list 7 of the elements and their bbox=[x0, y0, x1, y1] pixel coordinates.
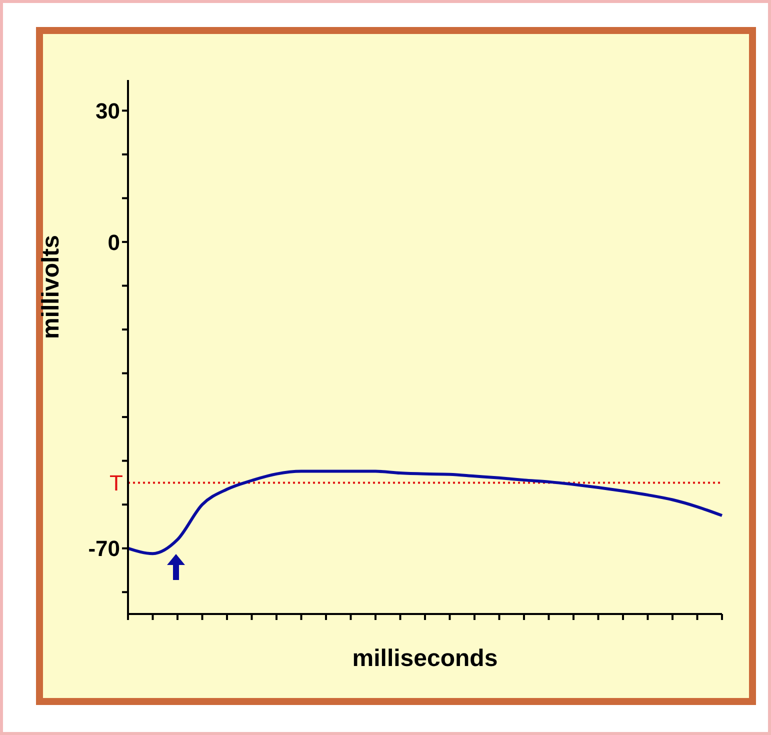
y-axis-title: millivolts bbox=[38, 234, 65, 340]
y-tick-label: 0 bbox=[108, 230, 120, 255]
y-tick-label: 30 bbox=[96, 98, 120, 124]
ref-line-label: T bbox=[110, 470, 123, 496]
x-axis-title: milliseconds bbox=[352, 645, 498, 672]
y-tick-label: -70 bbox=[88, 536, 120, 562]
line-series bbox=[126, 470, 724, 556]
